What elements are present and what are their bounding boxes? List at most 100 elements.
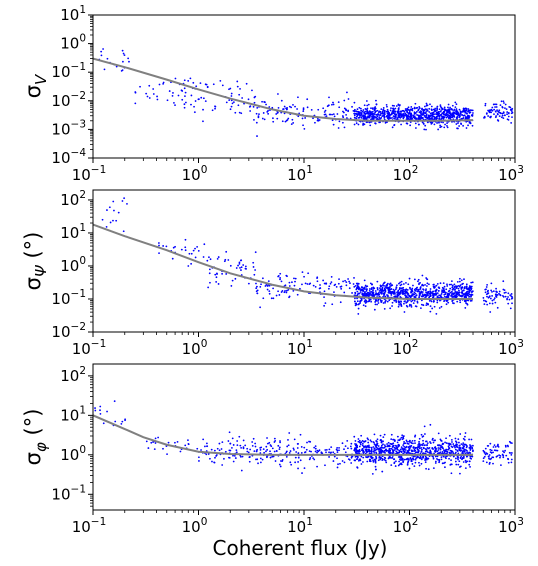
data-point	[246, 447, 249, 450]
data-point	[187, 265, 190, 267]
data-point	[462, 282, 464, 285]
data-point	[455, 110, 458, 112]
data-point	[429, 451, 432, 453]
data-point	[387, 110, 389, 113]
data-point	[426, 292, 429, 295]
data-point	[313, 446, 316, 449]
data-point	[488, 455, 490, 458]
data-point	[426, 278, 429, 281]
data-point	[486, 283, 489, 286]
data-point	[404, 294, 407, 297]
data-point	[469, 445, 472, 448]
data-point	[354, 443, 356, 445]
data-point	[214, 273, 217, 276]
data-point	[218, 449, 221, 452]
data-point	[466, 292, 469, 295]
data-point	[122, 230, 125, 233]
data-point	[303, 275, 305, 278]
data-point	[456, 449, 459, 452]
data-point	[415, 127, 417, 129]
data-point	[383, 293, 386, 296]
data-point	[429, 305, 432, 308]
data-point	[373, 458, 376, 461]
data-point	[261, 100, 263, 103]
data-point	[383, 281, 386, 284]
data-point	[404, 449, 407, 451]
data-point	[393, 124, 396, 126]
data-point	[206, 445, 209, 448]
data-point	[369, 282, 372, 285]
data-point	[458, 280, 461, 283]
data-point	[259, 446, 262, 449]
data-point	[469, 449, 472, 451]
data-point	[374, 465, 377, 468]
data-point	[498, 292, 500, 295]
data-point	[280, 280, 283, 283]
data-point	[422, 109, 425, 112]
data-point	[376, 287, 379, 289]
data-point	[403, 450, 406, 453]
data-point	[492, 462, 494, 465]
data-point	[224, 450, 227, 453]
data-point	[306, 106, 309, 109]
data-point	[358, 452, 361, 455]
data-point	[354, 302, 357, 305]
data-point	[464, 443, 467, 446]
data-point	[459, 284, 462, 287]
data-point	[352, 283, 355, 285]
data-point	[296, 443, 299, 445]
data-point	[409, 117, 411, 119]
data-point	[436, 108, 439, 110]
data-point	[390, 288, 393, 290]
data-point	[455, 293, 458, 296]
data-point	[447, 301, 450, 304]
data-point	[424, 116, 427, 119]
data-point	[356, 293, 359, 296]
data-point	[398, 451, 401, 454]
data-point	[483, 450, 486, 453]
data-point	[423, 128, 426, 131]
data-point	[394, 444, 397, 447]
data-point	[94, 407, 96, 409]
data-point	[449, 291, 452, 294]
data-point	[491, 290, 493, 293]
data-point	[184, 95, 186, 98]
data-point	[511, 295, 513, 298]
data-point	[400, 462, 403, 465]
data-point	[442, 291, 445, 294]
data-point	[406, 457, 408, 460]
data-point	[241, 455, 244, 458]
data-point	[356, 284, 359, 287]
data-point	[231, 446, 233, 449]
data-point	[205, 453, 208, 456]
data-point	[240, 112, 243, 115]
data-point	[446, 300, 448, 303]
data-point	[416, 301, 419, 304]
data-point	[351, 105, 353, 108]
data-point	[464, 295, 467, 298]
data-point	[384, 299, 387, 302]
data-point	[225, 273, 228, 275]
data-point	[287, 117, 290, 120]
data-point	[338, 449, 340, 452]
data-point	[392, 450, 394, 453]
data-point	[376, 113, 379, 116]
data-point	[498, 111, 501, 114]
data-point	[420, 291, 423, 294]
data-point	[372, 450, 375, 453]
data-point	[358, 106, 361, 109]
data-point	[471, 294, 474, 296]
data-point	[433, 115, 435, 118]
data-point	[439, 104, 442, 107]
data-point	[437, 432, 440, 435]
data-point	[354, 455, 357, 458]
data-point	[158, 244, 160, 247]
data-point	[418, 292, 421, 295]
data-point	[266, 111, 269, 113]
data-point	[467, 124, 469, 127]
data-point	[425, 440, 428, 443]
data-point	[439, 295, 442, 298]
data-point	[381, 470, 384, 473]
data-point	[427, 116, 430, 119]
data-point	[448, 283, 451, 286]
